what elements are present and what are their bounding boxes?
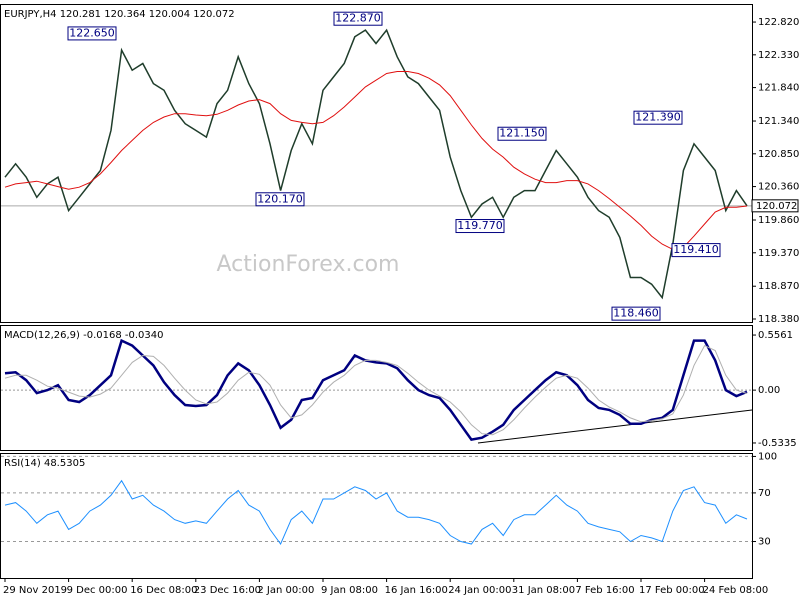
x-tick-label: 29 Nov 2019	[3, 585, 67, 596]
x-tick-label: 24 Feb 08:00	[703, 585, 769, 596]
annotation-label: 121.150	[499, 127, 545, 140]
last-price-label: 120.072	[756, 201, 797, 212]
annotation-label: 118.460	[613, 307, 659, 320]
annotation-box	[455, 219, 505, 234]
y-tick-label: 118.870	[758, 281, 799, 292]
x-tick-label: 16 Dec 08:00	[130, 585, 197, 596]
annotation-label: 122.870	[335, 12, 381, 25]
price-panel	[0, 4, 753, 323]
y-tick-label: 119.860	[758, 215, 799, 226]
y-tick-label: 120.850	[758, 149, 799, 160]
panel-title: MACD(12,26,9) -0.0168 -0.0340	[4, 330, 164, 341]
annotation-box	[67, 26, 117, 41]
series-line	[4, 479, 748, 546]
x-tick-label: 17 Feb 00:00	[639, 585, 705, 596]
annotation-box	[611, 306, 661, 321]
y-tick-label: 0.5561	[758, 330, 793, 341]
x-tick-label: 31 Jan 08:00	[512, 585, 575, 596]
y-tick-label: 70	[758, 488, 771, 499]
panel-title: RSI(14) 48.5305	[4, 458, 85, 469]
watermark: ActionForex.com	[217, 252, 400, 277]
annotation-label: 121.390	[635, 111, 681, 124]
y-tick-label: 121.340	[758, 116, 799, 127]
annotation-box	[633, 110, 683, 125]
x-tick-label: 9 Dec 00:00	[67, 585, 128, 596]
annotation-box	[333, 11, 383, 26]
x-tick-label: 23 Dec 16:00	[194, 585, 261, 596]
last-price-box	[751, 199, 799, 213]
panel-title: EURJPY,H4 120.281 120.364 120.004 120.07…	[4, 9, 235, 20]
x-tick-label: 16 Jan 16:00	[385, 585, 448, 596]
y-tick-label: 122.330	[758, 50, 799, 61]
annotation-label: 122.650	[69, 26, 115, 39]
series-line	[4, 338, 748, 441]
annotation-label: 119.410	[673, 243, 719, 256]
y-tick-label: 119.370	[758, 248, 799, 259]
y-tick-label: 121.840	[758, 83, 799, 94]
rsi-panel	[0, 453, 753, 579]
y-tick-label: 30	[758, 537, 771, 548]
annotation-label: 120.170	[257, 192, 303, 205]
x-tick-label: 24 Jan 00:00	[448, 585, 511, 596]
series-line	[4, 344, 748, 436]
series-line	[4, 71, 748, 250]
x-tick-label: 2 Jan 00:00	[257, 585, 314, 596]
x-tick-label: 7 Feb 16:00	[575, 585, 634, 596]
y-tick-label: 122.820	[758, 17, 799, 28]
macd-panel	[0, 325, 753, 451]
y-tick-label: 100	[758, 451, 777, 462]
annotation-label: 119.770	[457, 219, 503, 232]
series-line	[4, 28, 748, 300]
y-tick-label: 0.00	[758, 385, 780, 396]
x-tick-label: 9 Jan 08:00	[321, 585, 378, 596]
trend-line	[477, 409, 753, 444]
y-tick-label: -0.5335	[758, 438, 797, 449]
y-tick-label: 120.360	[758, 182, 799, 193]
y-tick-label: 118.380	[758, 314, 799, 325]
annotation-box	[671, 243, 721, 258]
annotation-box	[497, 126, 547, 141]
annotation-box	[255, 192, 305, 207]
